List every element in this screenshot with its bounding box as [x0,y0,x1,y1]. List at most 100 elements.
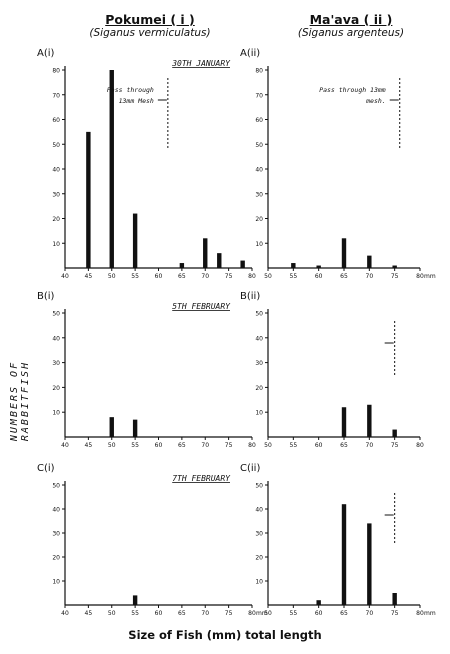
x-unit-label: mm [256,610,268,617]
bar [392,265,397,268]
y-tick-label: 40 [52,507,60,514]
x-tick-label: 70 [366,442,374,449]
x-tick-label: 80 [248,442,256,449]
bar [316,265,321,268]
panel-label: B(ii) [240,291,260,302]
bar [392,429,397,437]
bar [392,593,397,605]
panel-label: C(ii) [240,463,260,474]
y-tick-label: 40 [52,167,60,174]
x-tick-label: 70 [366,610,374,617]
x-tick-label: 50 [264,610,272,617]
x-unit-label: mm [424,273,436,280]
x-tick-label: 65 [340,610,348,617]
bar [341,407,347,437]
y-tick-label: 10 [255,241,263,248]
annotation-text: 13mm Mesh [119,97,154,105]
bar [86,131,91,268]
date-label: 30TH JANUARY [171,59,231,68]
y-tick-label: 20 [52,385,60,392]
x-tick-label: 55 [290,273,298,280]
bar [132,595,138,605]
y-tick-label: 50 [52,142,60,149]
x-tick-label: 60 [315,610,323,617]
bar [109,70,114,268]
y-tick-label: 40 [255,507,263,514]
x-tick-label: 75 [391,273,399,280]
x-tick-label: 65 [178,273,186,280]
y-tick-label: 10 [52,579,60,586]
bar [291,263,296,268]
x-tick-label: 60 [155,273,163,280]
x-tick-label: 80 [248,273,256,280]
y-tick-label: 40 [255,167,263,174]
x-tick-label: 40 [61,610,69,617]
x-tick-label: 75 [391,610,399,617]
y-tick-label: 30 [52,531,60,538]
x-tick-label: 60 [155,442,163,449]
x-tick-label: 75 [225,442,233,449]
x-tick-label: 65 [340,273,348,280]
x-tick-label: 80 [416,442,424,449]
x-tick-label: 50 [264,442,272,449]
x-tick-label: 50 [108,273,116,280]
x-tick-label: 80 [416,273,424,280]
y-tick-label: 70 [52,92,60,99]
panel-label: C(i) [37,463,55,474]
column-title: Pokumei ( i ) [105,12,195,27]
x-tick-label: 50 [108,610,116,617]
bar [367,523,372,605]
x-tick-label: 65 [178,442,186,449]
y-tick-label: 20 [52,555,60,562]
panel-label: B(i) [37,291,55,302]
x-tick-label: 60 [155,610,163,617]
panel-label: A(i) [37,48,55,59]
bar [240,260,245,268]
bar [367,404,372,437]
column-header-right: Ma'ava ( ii ) (Siganus argenteus) [271,12,431,39]
y-tick-label: 20 [255,216,263,223]
panel-label: A(ii) [240,48,260,59]
annotation-text: mesh. [365,97,386,105]
y-tick-label: 50 [255,142,263,149]
x-axis-label: Size of Fish (mm) total length [128,628,322,642]
bar [132,213,138,268]
column-title: Ma'ava ( ii ) [309,12,393,27]
x-tick-label: 55 [131,273,139,280]
y-tick-label: 40 [52,335,60,342]
x-tick-label: 80 [248,610,256,617]
x-tick-label: 65 [178,610,186,617]
bar [179,263,185,268]
x-tick-label: 55 [131,442,139,449]
bar [217,253,222,268]
x-tick-label: 75 [391,442,399,449]
x-unit-label: mm [424,610,436,617]
x-tick-label: 75 [225,610,233,617]
y-tick-label: 30 [255,191,263,198]
x-tick-label: 50 [264,273,272,280]
date-label: 5TH FEBRUARY [172,302,231,311]
y-tick-label: 80 [255,68,263,75]
x-tick-label: 65 [340,442,348,449]
bar [316,600,321,605]
x-tick-label: 80 [416,610,424,617]
bar [132,419,138,437]
y-tick-label: 20 [255,555,263,562]
y-tick-label: 50 [52,311,60,318]
x-tick-label: 70 [201,442,209,449]
y-tick-label: 20 [52,216,60,223]
x-tick-label: 60 [315,442,323,449]
y-tick-label: 10 [52,410,60,417]
x-tick-label: 60 [315,273,323,280]
x-tick-label: 45 [85,610,93,617]
y-tick-label: 20 [255,385,263,392]
annotation-text: Pass through 13mm [319,86,386,94]
date-label: 7TH FEBRUARY [172,474,231,483]
y-tick-label: 30 [52,360,60,367]
x-tick-label: 55 [290,610,298,617]
x-tick-label: 45 [85,273,93,280]
y-tick-label: 30 [255,531,263,538]
x-tick-label: 70 [366,273,374,280]
y-tick-label: 30 [255,360,263,367]
